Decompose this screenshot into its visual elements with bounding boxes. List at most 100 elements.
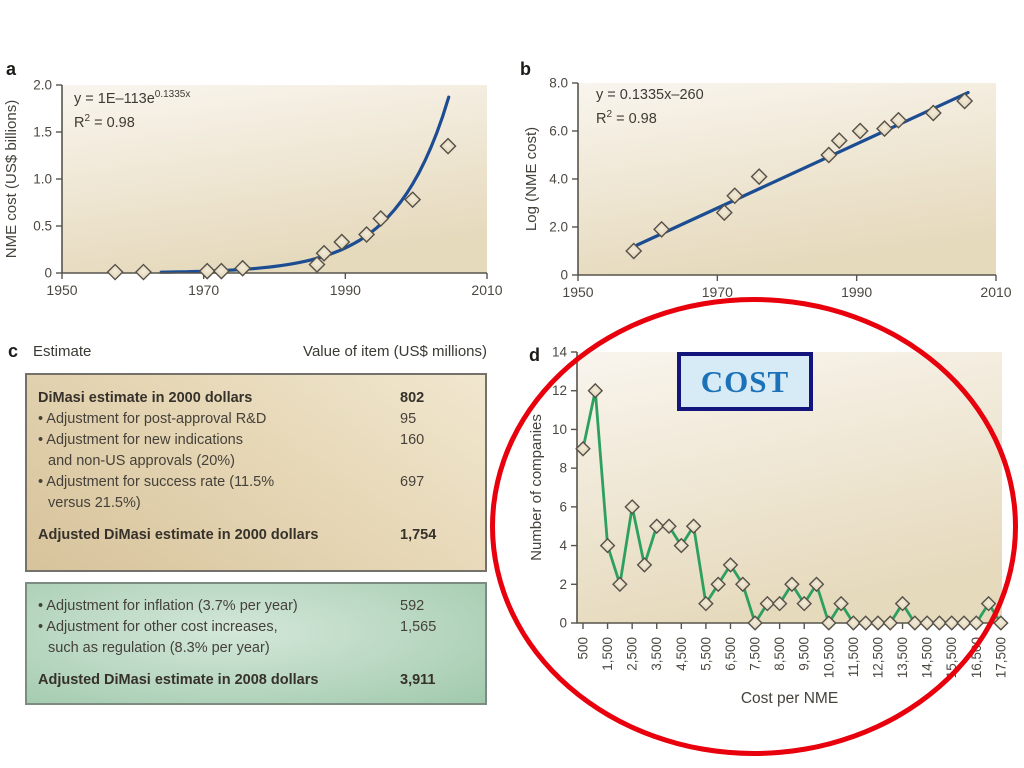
diamond-marker: [956, 615, 972, 631]
diamond-marker: [894, 595, 911, 612]
diamond-marker: [889, 111, 907, 129]
diamond-marker: [833, 595, 849, 612]
row-label: • Adjustment for new indications: [38, 432, 243, 448]
equation-a-r2: R2 = 0.98: [74, 112, 135, 131]
x-tick-label: 16,500: [969, 637, 984, 678]
x-tick-label: 2010: [980, 284, 1011, 300]
row-label: • Adjustment for post-approval R&D: [38, 411, 267, 427]
y-tick-label: 2.0: [33, 78, 52, 93]
y-tick-label: 4.0: [549, 172, 568, 187]
chart-d-companies-line: 0 2 4 6 8 10 12 14 500 1,500 2,500 3,500 4,500 5,500 6…: [528, 345, 1009, 707]
diamond-marker: [956, 92, 974, 110]
row-label: • Adjustment for other cost increases,: [38, 619, 278, 635]
diamond-marker: [358, 225, 376, 243]
row-label: Adjusted DiMasi estimate in 2000 dollars: [38, 527, 319, 543]
diamond-marker: [673, 537, 690, 554]
x-tick-label: 1970: [188, 282, 219, 298]
row-label: • Adjustment for inflation (3.7% per yea…: [38, 598, 298, 614]
diamond-marker: [106, 263, 124, 281]
diamond-marker: [648, 518, 665, 535]
x-tick-label: 10,500: [821, 637, 836, 678]
diamond-marker: [821, 615, 837, 631]
equation-b-line1: y = 0.1335x–260: [596, 87, 704, 103]
x-tick-label: 11,500: [846, 637, 861, 677]
diamond-marker: [599, 537, 616, 554]
equation-panel-b: y = 0.1335x–260 R2 = 0.98: [596, 85, 704, 129]
diamond-marker: [625, 242, 643, 260]
diamond-marker: [943, 615, 960, 631]
diamond-marker: [212, 262, 230, 280]
x-tick-label: 6,500: [723, 637, 738, 671]
diamond-marker: [134, 263, 152, 281]
x-tick-label: 8,500: [772, 637, 787, 671]
y-tick-label: 4: [559, 538, 567, 553]
row-label-continued: such as regulation (8.3% per year): [48, 640, 270, 656]
y-tick-label: 6: [559, 499, 567, 514]
diamond-marker: [636, 557, 653, 573]
row-label-continued: versus 21.5%): [48, 495, 141, 511]
plot-background: [578, 83, 996, 275]
x-tick-label: 9,500: [797, 637, 812, 671]
panel-c-letter: c: [8, 341, 19, 361]
cost-badge-label: COST: [700, 363, 790, 399]
diamond-marker: [851, 122, 869, 140]
x-axis-title: Cost per NME: [741, 690, 838, 707]
row-label: Adjusted DiMasi estimate in 2008 dollars: [38, 672, 319, 688]
cost-badge: COST: [677, 352, 813, 411]
diamond-marker: [685, 518, 702, 535]
x-tick-label: 1950: [46, 282, 77, 298]
diamond-marker: [820, 146, 838, 164]
y-tick-label: 14: [552, 345, 568, 360]
diamond-marker: [587, 382, 604, 399]
x-tick-label: 1,500: [600, 637, 615, 671]
diamond-marker: [315, 244, 333, 262]
row-value: 592: [400, 598, 425, 614]
x-tick-label: 12,500: [870, 637, 885, 678]
diamond-marker: [924, 104, 942, 122]
x-tick-label: 14,500: [920, 637, 935, 678]
x-tick-label: 1950: [562, 284, 593, 300]
x-tick-label: 5,500: [698, 637, 713, 671]
diamond-marker: [198, 262, 216, 280]
diamond-marker: [796, 595, 813, 612]
y-axis-title: Log (NME cost): [523, 127, 540, 231]
estimate-table-header: Estimate Value of item (US$ millions): [33, 343, 487, 360]
row-label-continued: and non-US approvals (20%): [48, 453, 235, 469]
x-tick-label: 17,500: [993, 637, 1008, 678]
diamond-marker: [876, 120, 894, 138]
diamond-marker: [726, 187, 744, 205]
diamond-marker: [661, 518, 677, 535]
y-axis-title: Number of companies: [528, 414, 545, 561]
table-row: • Adjustment for success rate (11.5% vers…: [27, 472, 485, 514]
diamond-marker: [919, 615, 935, 631]
equation-panel-a: y = 1E–113e0.1335x R2 = 0.98: [74, 85, 190, 133]
diamond-marker: [715, 204, 733, 222]
equation-a-line1: y = 1E–113e0.1335x: [74, 89, 191, 107]
diamond-marker: [439, 137, 457, 155]
diamond-marker: [830, 132, 848, 150]
y-tick-label: 6.0: [549, 124, 568, 139]
diamond-marker: [857, 615, 874, 631]
estimate-header-label: Estimate: [33, 343, 92, 360]
diamond-marker: [784, 576, 800, 593]
x-tick-label: 13,500: [895, 637, 910, 678]
dimasi-2008-box: • Adjustment for inflation (3.7% per yea…: [25, 582, 487, 705]
fit-line: [635, 91, 970, 247]
value-header-label: Value of item (US$ millions): [303, 343, 487, 360]
y-tick-label: 8: [559, 461, 567, 476]
row-value: 3,911: [400, 672, 436, 688]
diamond-marker: [808, 576, 825, 593]
x-tick-label: 2010: [471, 282, 502, 298]
diamond-marker: [980, 595, 997, 612]
x-tick-label: 2,500: [625, 637, 640, 671]
y-tick-label: 2: [559, 577, 567, 592]
chart-a-nme-cost-scatter: 0 0.5 1.0 1.5 2.0 1950 1970 1990 2010 NME cost (U…: [3, 78, 503, 299]
table-row: • Adjustment for new indications and non-…: [27, 430, 485, 472]
table-row: • Adjustment for inflation (3.7% per yea…: [27, 596, 485, 617]
y-axis-title: NME cost (US$ billions): [3, 100, 20, 258]
row-value: 697: [400, 474, 425, 490]
x-tick-label: 15,500: [944, 637, 959, 678]
diamond-marker: [993, 615, 1009, 631]
y-tick-label: 2.0: [549, 220, 568, 235]
